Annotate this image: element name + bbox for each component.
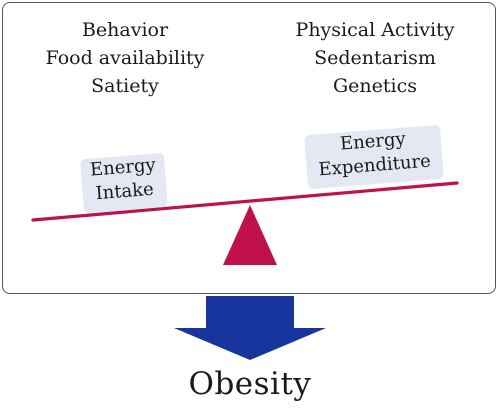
energy-expenditure-box: Energy Expenditure xyxy=(304,124,444,190)
down-arrow-icon xyxy=(174,296,326,360)
factor-behavior: Behavior xyxy=(81,19,169,41)
factor-physical-activity: Physical Activity xyxy=(295,19,455,41)
energy-intake-line2: Intake xyxy=(94,178,155,205)
energy-intake-box: Energy Intake xyxy=(80,152,168,214)
outcome-label: Obesity xyxy=(188,366,312,402)
balance-beam xyxy=(31,181,459,222)
factor-food-availability: Food availability xyxy=(45,47,205,69)
intake-factors-list: Behavior Food availability Satiety xyxy=(20,16,230,100)
factor-genetics: Genetics xyxy=(332,75,417,97)
expenditure-factors-list: Physical Activity Sedentarism Genetics xyxy=(270,16,480,100)
fulcrum-triangle xyxy=(223,205,277,265)
factor-satiety: Satiety xyxy=(91,75,159,97)
factor-sedentarism: Sedentarism xyxy=(314,47,436,69)
